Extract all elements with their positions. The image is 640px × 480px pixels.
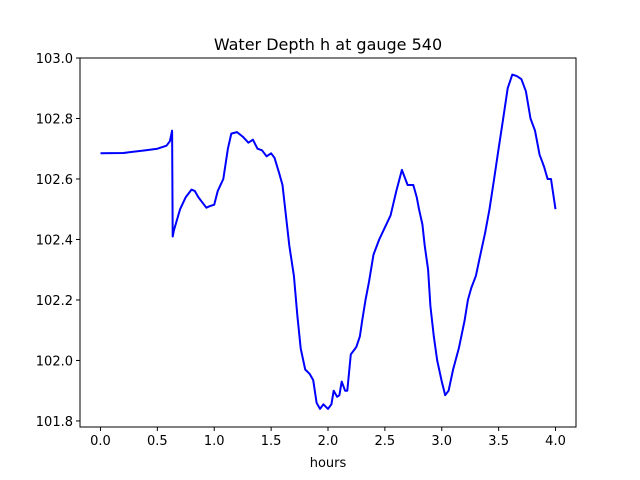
x-tick-label: 4.0 (545, 434, 566, 449)
x-tick-label: 2.5 (375, 434, 396, 449)
x-tick-label: 1.5 (261, 434, 282, 449)
x-tick-label: 3.5 (488, 434, 509, 449)
y-tick-label: 103.0 (36, 52, 73, 67)
series-layer (100, 73, 557, 410)
x-axis: 0.0 0.5 1.0 1.5 2.0 2.5 3.0 3.5 4.0 (90, 427, 566, 449)
x-tick-label: 1.0 (204, 434, 225, 449)
y-tick-label: 102.4 (36, 233, 73, 248)
series-line (100, 73, 557, 410)
plot-frame (79, 57, 577, 428)
y-tick-label: 102.8 (36, 112, 73, 127)
x-tick-label: 3.0 (431, 434, 452, 449)
y-tick-label: 102.2 (36, 294, 73, 309)
x-tick-label: 2.0 (318, 434, 339, 449)
y-axis: 101.8 102.0 102.2 102.4 102.6 102.8 103.0 (36, 52, 80, 430)
x-tick-label: 0.5 (147, 434, 168, 449)
y-tick-label: 101.8 (36, 415, 73, 430)
y-tick-label: 102.6 (36, 173, 73, 188)
chart-title: Water Depth h at gauge 540 (214, 35, 442, 54)
x-axis-title: hours (310, 456, 347, 471)
y-tick-label: 102.0 (36, 354, 73, 369)
x-tick-label: 0.0 (90, 434, 111, 449)
